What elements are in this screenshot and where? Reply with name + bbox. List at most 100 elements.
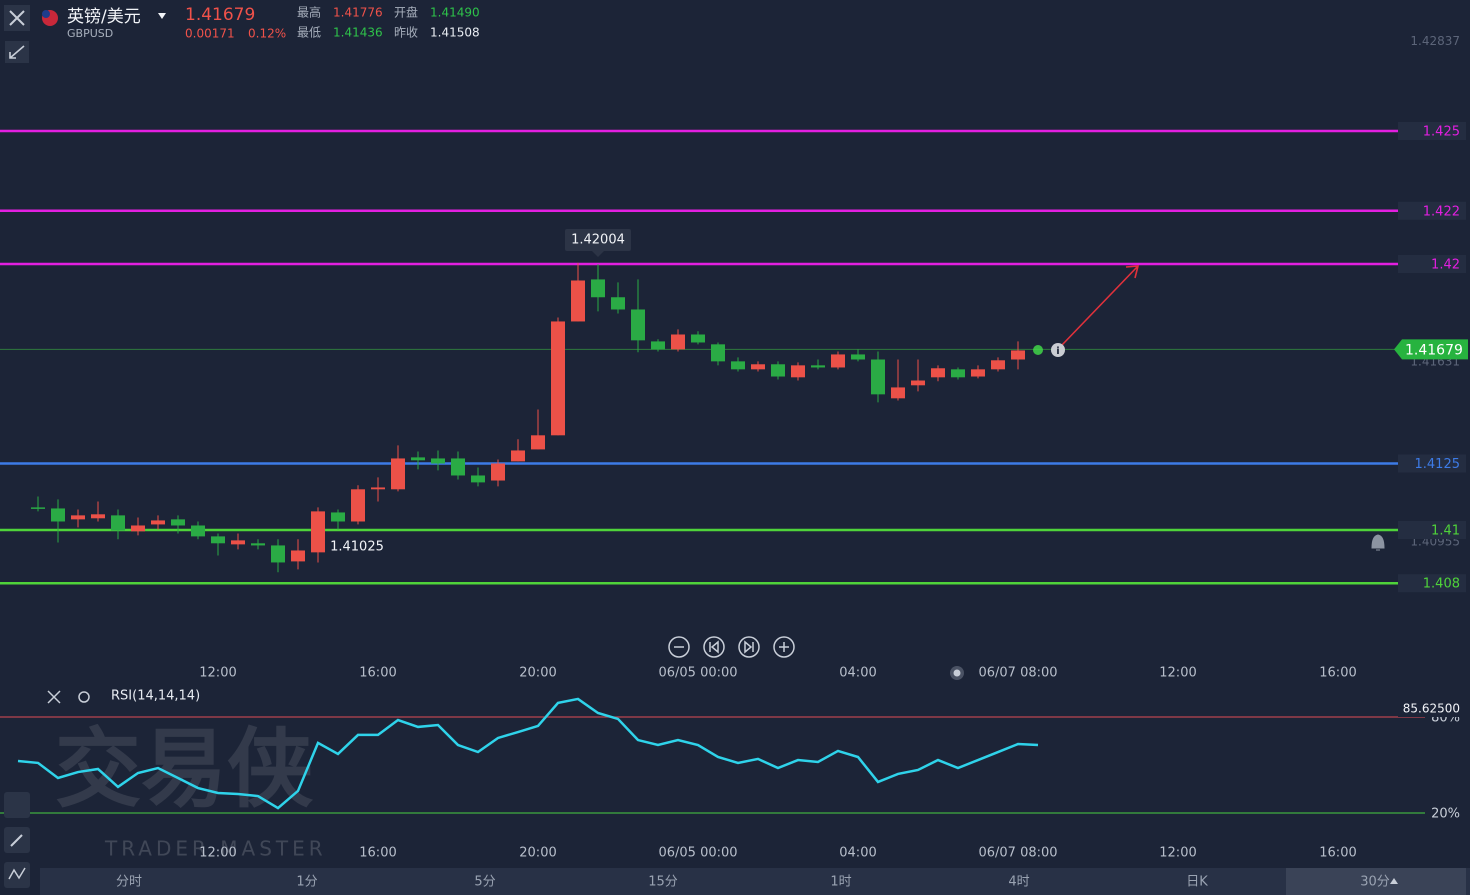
stat-value: 1.41490 xyxy=(430,6,480,20)
plot-layer: 最高 1.41776 最低 1.41436 开盘 1.41490 昨收 1.41508 1.42… xyxy=(0,5,1468,861)
tab[interactable]: 5分 xyxy=(474,875,495,890)
alert-bell[interactable] xyxy=(1371,534,1385,551)
candle-body xyxy=(391,458,405,490)
candle-body xyxy=(371,487,385,490)
candle-body xyxy=(871,359,885,395)
candle-body xyxy=(611,297,625,310)
candle-body xyxy=(51,508,65,522)
trend-arrow xyxy=(1061,265,1140,346)
tab-bar-bg xyxy=(40,868,1470,895)
candle-body xyxy=(751,364,765,370)
candle-body xyxy=(791,365,805,378)
time-label: 06/07 08:00 xyxy=(978,666,1057,681)
candle-body xyxy=(1011,350,1025,360)
candle-body xyxy=(691,334,705,343)
candle-body xyxy=(351,489,365,522)
tab[interactable]: 30分 xyxy=(1360,875,1390,890)
price-level-box xyxy=(1398,255,1466,273)
stat-label: 开盘 xyxy=(394,5,418,20)
rsi-line xyxy=(17,697,1039,810)
candle-body xyxy=(231,540,245,545)
rsi-readout-box xyxy=(1398,700,1466,717)
candle-body xyxy=(731,361,745,370)
low-annotation-box xyxy=(326,537,388,557)
icon xyxy=(744,640,754,654)
rsi-time-label: 06/07 08:00 xyxy=(978,846,1057,861)
symbol-code: GBPUSD xyxy=(67,27,113,40)
time-label: 16:00 xyxy=(1319,666,1356,681)
candle-body xyxy=(311,511,325,553)
stat-label: 最高 xyxy=(297,5,321,20)
rsi-time-label: 06/05 00:00 xyxy=(658,846,737,861)
price-level-box xyxy=(1398,454,1466,473)
tab[interactable]: 4时 xyxy=(1008,875,1029,890)
price-level-label: 1.41 xyxy=(1431,524,1460,539)
tab[interactable]: 15分 xyxy=(648,875,678,890)
go-end[interactable] xyxy=(738,636,760,658)
dropdown-arrow[interactable] xyxy=(158,13,166,19)
candle-body xyxy=(271,545,285,563)
info-icon[interactable] xyxy=(1051,343,1065,357)
candle-body xyxy=(131,525,145,532)
pencil-icon xyxy=(10,834,23,847)
stat-value: 1.41776 xyxy=(333,6,383,20)
tab[interactable]: 日K xyxy=(1186,875,1208,890)
candle-body xyxy=(771,364,785,377)
indicator-tool[interactable] xyxy=(4,792,30,818)
candle-body xyxy=(931,368,945,378)
price-level-label: 1.425 xyxy=(1423,125,1460,140)
candle-body xyxy=(911,380,925,386)
price-level-box xyxy=(1398,201,1466,220)
time-label: 16:00 xyxy=(359,666,396,681)
candle-body xyxy=(291,550,305,562)
zoom-in[interactable] xyxy=(773,636,795,658)
close-icon xyxy=(9,10,25,26)
rsi-title: RSI(14,14,14) xyxy=(111,689,200,704)
candle-body xyxy=(491,463,505,481)
candle-body xyxy=(891,387,905,399)
time-label: 12:00 xyxy=(199,666,236,681)
price-level-label: 1.422 xyxy=(1423,204,1460,219)
candle-body xyxy=(331,512,345,522)
price-level-box xyxy=(1398,122,1466,140)
candle-body xyxy=(551,321,565,436)
rsi-level-label: 20% xyxy=(1431,807,1460,822)
symbol[interactable]: 英镑/美元 xyxy=(67,7,141,27)
rsi-close[interactable] xyxy=(47,690,61,704)
candle-body xyxy=(431,458,445,464)
change-pct: 0.12% xyxy=(248,27,286,41)
go-start[interactable] xyxy=(703,636,725,658)
tab[interactable]: 1时 xyxy=(830,875,851,890)
watermark-sub: TRADER MASTER xyxy=(104,837,327,861)
candle-body xyxy=(451,458,465,476)
rsi-time-label: 04:00 xyxy=(839,846,876,861)
candle-body xyxy=(411,457,425,461)
time-slider-dot xyxy=(953,669,961,677)
candle-body xyxy=(211,536,225,544)
time-label: 20:00 xyxy=(519,666,556,681)
candle-body xyxy=(251,543,265,546)
stat-value: 1.41508 xyxy=(430,26,480,40)
price-axis-label: 1.42837 xyxy=(1410,34,1460,48)
tab[interactable]: 1分 xyxy=(296,875,317,890)
rsi-readout: 85.62500 xyxy=(1403,702,1460,716)
candle-body xyxy=(511,450,525,462)
rsi-settings[interactable] xyxy=(78,691,90,703)
candle-body xyxy=(591,279,605,298)
current-point xyxy=(1033,345,1043,355)
tab[interactable]: 分时 xyxy=(116,875,142,890)
tab-arrow xyxy=(1390,878,1398,884)
candle-body xyxy=(971,369,985,377)
time-label: 04:00 xyxy=(839,666,876,681)
rsi-time-label: 20:00 xyxy=(519,846,556,861)
chart-icon xyxy=(8,867,26,880)
candle-body xyxy=(851,354,865,360)
zoom-out[interactable] xyxy=(668,636,690,658)
candle-body xyxy=(531,435,545,450)
candle-body xyxy=(71,515,85,520)
change: 0.00171 xyxy=(185,27,235,41)
price-level-box xyxy=(1398,574,1466,593)
low-annotation: 1.41025 xyxy=(330,540,384,555)
